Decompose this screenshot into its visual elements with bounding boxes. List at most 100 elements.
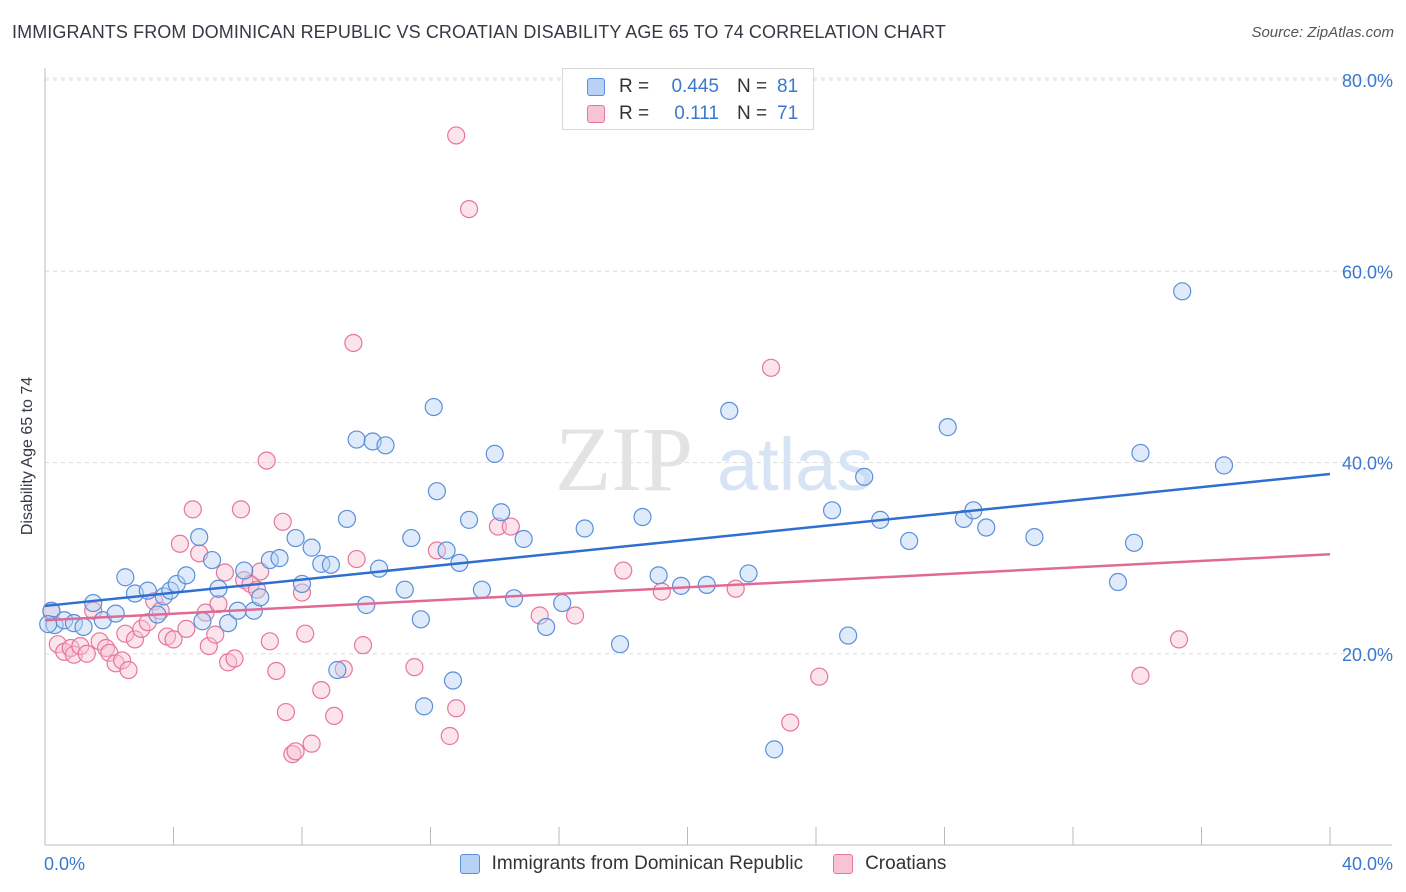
dominican-point — [177, 566, 196, 585]
croatians-point — [119, 660, 138, 680]
y-tick-label: 40.0% — [1342, 454, 1393, 474]
dominican-point — [1108, 572, 1128, 592]
correlation-legend: R = 0.445 N = 81 R = 0.111 N = 71 — [562, 68, 814, 130]
croatians-point — [501, 517, 520, 536]
croatians-point — [459, 199, 479, 219]
croatians-point — [652, 582, 671, 601]
croatians-point — [761, 358, 781, 377]
dominican-point — [161, 581, 180, 600]
series-swatch-pink — [833, 854, 854, 874]
croatians-point — [199, 636, 218, 656]
dominican-point — [347, 430, 366, 449]
dominican-point — [443, 671, 463, 690]
croatians-point — [334, 659, 353, 679]
series-legend-croatians: Croatians — [833, 853, 946, 875]
croatians-point — [145, 592, 164, 611]
croatians-point — [231, 500, 251, 519]
dominican-point — [485, 444, 504, 463]
dominican-point — [190, 527, 209, 547]
dominican-point — [739, 564, 758, 583]
croatians-point — [447, 699, 466, 718]
croatians-point — [530, 606, 549, 625]
croatians-point — [447, 126, 466, 145]
dominican-point — [414, 697, 434, 716]
dominican-point — [649, 566, 668, 585]
dominican-point — [977, 518, 996, 537]
series-label-dominican: Immigrants from Dominican Republic — [491, 853, 804, 874]
croatians-point — [138, 613, 157, 632]
dominican-point — [219, 614, 238, 633]
dominican-point — [720, 401, 739, 420]
croatians-point — [1131, 666, 1150, 685]
croatians-point — [170, 534, 190, 553]
dominican-point — [321, 555, 341, 574]
dominican-point — [402, 528, 421, 548]
watermark: ZIP atlas — [555, 408, 873, 510]
dominican-point — [251, 588, 270, 607]
series-swatch-blue — [459, 854, 480, 874]
dominican-point — [1173, 282, 1192, 301]
croatians-point — [325, 706, 344, 726]
dominican-point — [633, 507, 652, 527]
croatians-point — [347, 549, 366, 569]
croatians-point — [614, 561, 633, 580]
dominican-point — [472, 580, 491, 599]
dominican-point — [822, 501, 842, 520]
dominican-trend-line — [44, 472, 1331, 608]
croatians-point — [183, 500, 202, 519]
croatians-point — [132, 619, 151, 638]
croatians-point — [781, 713, 800, 732]
dominican-point — [900, 531, 919, 551]
y-tick-label: 20.0% — [1342, 645, 1393, 665]
croatians-trend-line — [44, 553, 1331, 622]
chart-title: IMMIGRANTS FROM DOMINICAN REPUBLIC VS CR… — [12, 22, 946, 42]
dominican-point — [337, 509, 357, 529]
croatians-point — [125, 630, 145, 649]
dominican-point — [84, 593, 103, 613]
dominican-point — [459, 510, 479, 529]
croatians-point — [810, 667, 829, 686]
croatians-point — [353, 636, 373, 655]
dominican-point — [1025, 527, 1044, 547]
croatians-point — [286, 742, 305, 761]
watermark-atlas: atlas — [717, 423, 873, 506]
dominican-point — [504, 589, 524, 608]
croatians-point — [488, 517, 508, 536]
croatians-point — [312, 680, 331, 700]
trend-lines — [44, 472, 1331, 622]
dominican-point — [395, 580, 414, 599]
watermark-zip: ZIP — [555, 408, 693, 510]
dominican-point — [74, 617, 93, 637]
croatians-point — [276, 702, 296, 722]
croatians-point — [302, 734, 321, 753]
legend-n-label: N = — [737, 103, 768, 124]
dominican-point — [116, 568, 135, 587]
croatians-point — [77, 644, 96, 663]
dominican-points — [39, 282, 1234, 759]
dominican-point — [424, 397, 443, 417]
croatians-point — [164, 630, 183, 649]
dominican-point — [553, 593, 572, 613]
croatians-point — [344, 333, 363, 353]
dominican-point — [39, 615, 58, 634]
croatians-point — [440, 726, 459, 746]
dominican-point — [671, 576, 691, 595]
dominican-point — [302, 538, 321, 557]
croatians-point — [283, 745, 302, 764]
dominican-point — [839, 626, 858, 645]
legend-n-label: N = — [737, 76, 768, 97]
legend-row-croatians: R = 0.111 N = 71 — [587, 102, 798, 126]
dominican-point — [370, 559, 389, 578]
source-credit: Source: ZipAtlas.com — [1251, 24, 1394, 41]
dominican-point — [514, 529, 533, 549]
legend-r-value: 0.445 — [671, 76, 719, 97]
croatians-point — [206, 625, 225, 644]
dominican-point — [437, 541, 456, 560]
dominican-point — [492, 503, 511, 522]
croatians-points — [42, 126, 1189, 764]
dominican-point — [575, 519, 594, 538]
croatians-point — [427, 541, 447, 560]
croatians-point — [726, 579, 745, 598]
series-legend-dominican: Immigrants from Dominican Republic — [459, 853, 804, 875]
